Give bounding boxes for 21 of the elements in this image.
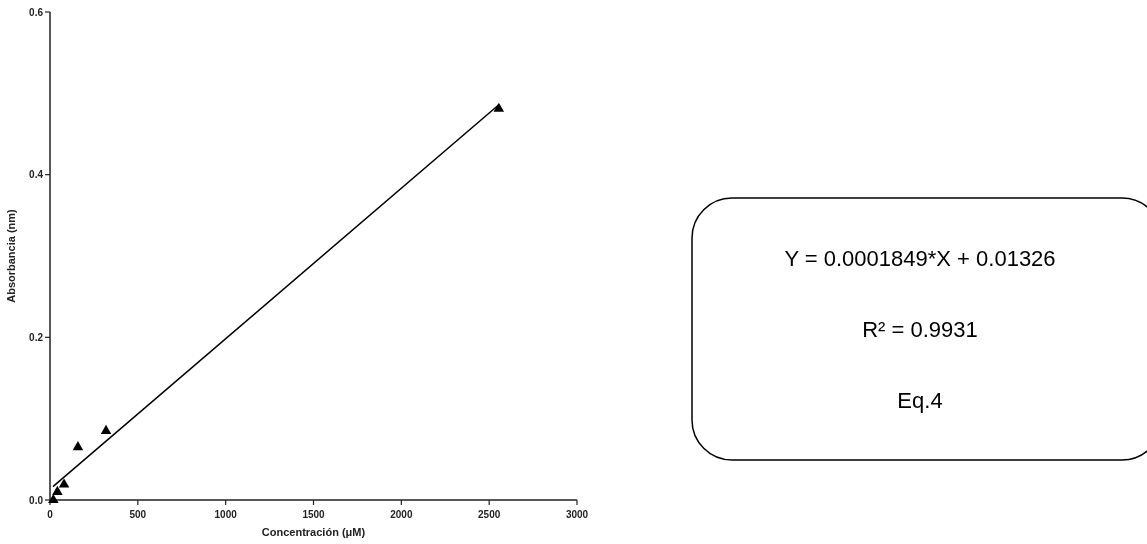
- point: [100, 424, 112, 434]
- point: [72, 441, 84, 451]
- x-tick-label: 1000: [214, 509, 238, 520]
- x-tick-label: 1500: [302, 509, 326, 520]
- point: [52, 485, 63, 495]
- x-tick-label: 0: [47, 509, 54, 520]
- x-axis-title: Concentración (μM): [261, 526, 366, 538]
- text: Eq.4: [897, 387, 943, 413]
- y-tick-label: 0.6: [29, 6, 44, 18]
- text: R² = 0.9931: [862, 316, 978, 342]
- text: Y = 0.0001849*X + 0.01326: [784, 245, 1056, 271]
- x-tick-label: 3000: [565, 509, 589, 520]
- y-tick-label: 0.0: [29, 494, 44, 506]
- x-tick-label: 2500: [478, 509, 501, 520]
- x-tick-label: 500: [129, 509, 147, 520]
- y-axis-title: Absorbancia (nm): [5, 208, 17, 303]
- y-tick-label: 0.4: [29, 169, 44, 181]
- x-tick-label: 2000: [390, 509, 413, 520]
- y-tick-label: 0.2: [29, 331, 44, 343]
- point: [493, 102, 505, 112]
- point: [58, 478, 70, 488]
